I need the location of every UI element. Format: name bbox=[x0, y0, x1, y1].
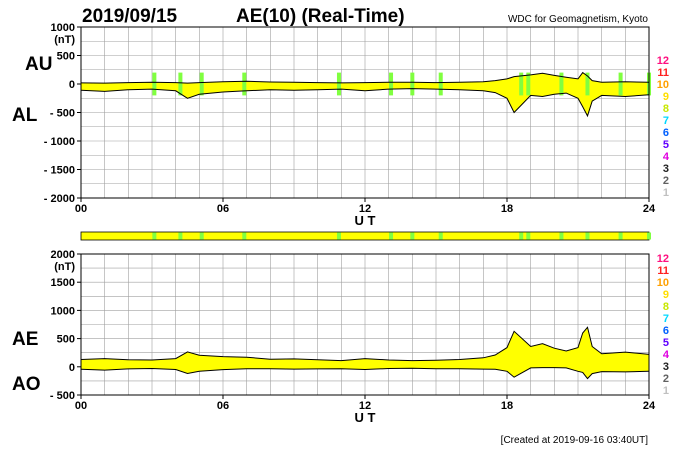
station-band-marker bbox=[526, 232, 531, 240]
created-timestamp: [Created at 2019-09-16 03:40UT] bbox=[501, 435, 649, 446]
station-legend-entry: 5 bbox=[663, 337, 669, 349]
series-line-au bbox=[80, 71, 650, 84]
station-band-marker bbox=[389, 232, 394, 240]
y-tick-label: - 500 bbox=[50, 108, 75, 120]
source-label: WDC for Geomagnetism, Kyoto bbox=[508, 14, 648, 25]
y-axis-unit: (nT) bbox=[54, 261, 75, 273]
y-tick-label: 2000 bbox=[51, 249, 75, 261]
station-change-marker bbox=[585, 72, 590, 96]
station-legend-entry: 8 bbox=[663, 301, 669, 313]
date-label: 2019/09/15 bbox=[82, 6, 178, 27]
x-tick-label: 18 bbox=[501, 203, 513, 215]
station-change-marker bbox=[199, 72, 204, 96]
station-band-marker bbox=[519, 232, 524, 240]
figure-title: AE(10) (Real-Time) bbox=[236, 6, 405, 27]
y-tick-label: 1000 bbox=[51, 22, 75, 34]
station-band-marker bbox=[559, 232, 564, 240]
station-legend-entry: 3 bbox=[663, 163, 669, 175]
station-band-marker bbox=[410, 232, 415, 240]
station-legend-entry: 12 bbox=[657, 55, 669, 67]
ao-label: AO bbox=[12, 374, 41, 395]
y-tick-label: - 2000 bbox=[44, 193, 75, 205]
station-legend-entry: 10 bbox=[657, 277, 669, 289]
envelope-fill bbox=[81, 72, 649, 116]
station-legend-entry: 11 bbox=[657, 265, 669, 277]
station-legend-entry: 1 bbox=[663, 187, 669, 199]
station-change-marker bbox=[559, 72, 564, 96]
station-change-marker bbox=[526, 72, 531, 96]
station-change-marker bbox=[519, 72, 524, 96]
station-change-marker bbox=[242, 72, 247, 96]
series-line-ao bbox=[80, 367, 650, 380]
station-change-marker bbox=[438, 72, 443, 96]
ae-label: AE bbox=[12, 329, 38, 350]
station-change-marker bbox=[152, 72, 157, 96]
station-change-marker bbox=[389, 72, 394, 96]
x-tick-label: 06 bbox=[217, 400, 229, 412]
station-legend-entry: 9 bbox=[663, 289, 669, 301]
station-legend-entry: 4 bbox=[663, 151, 670, 163]
x-axis-label: U T bbox=[355, 410, 376, 425]
x-tick-label: 00 bbox=[75, 203, 87, 215]
station-change-marker bbox=[336, 72, 341, 96]
station-legend-entry: 2 bbox=[663, 373, 669, 385]
station-legend-entry: 12 bbox=[657, 253, 669, 265]
station-band-marker bbox=[199, 232, 204, 240]
station-legend-entry: 9 bbox=[663, 91, 669, 103]
station-legend-entry: 6 bbox=[663, 325, 669, 337]
y-tick-label: - 1000 bbox=[44, 136, 75, 148]
station-band-marker bbox=[336, 232, 341, 240]
station-legend-entry: 10 bbox=[657, 79, 669, 91]
station-band-marker bbox=[242, 232, 247, 240]
x-tick-label: 12 bbox=[359, 400, 371, 412]
series-line-al bbox=[80, 88, 650, 118]
ae-ao-panel: 2000 1500 1000 500 0 - 500 (nT) 00 06 12 18 24 U T bbox=[50, 249, 656, 425]
station-legend-entry: 4 bbox=[663, 349, 670, 361]
x-tick-label: 24 bbox=[643, 203, 656, 215]
y-axis-unit: (nT) bbox=[54, 34, 75, 46]
station-band-bar bbox=[80, 231, 650, 241]
station-legend-entry: 1 bbox=[663, 385, 669, 397]
y-tick-label: 1000 bbox=[51, 305, 75, 317]
y-tick-label: - 1500 bbox=[44, 165, 75, 177]
station-legend-entry: 3 bbox=[663, 361, 669, 373]
station-band-marker bbox=[647, 232, 651, 240]
series-line-ae bbox=[80, 326, 650, 362]
station-legend-entry: 6 bbox=[663, 127, 669, 139]
station-band-marker bbox=[618, 232, 623, 240]
station-legend-entry: 8 bbox=[663, 103, 669, 115]
x-tick-label: 06 bbox=[217, 203, 229, 215]
station-legend-entry: 7 bbox=[663, 313, 669, 325]
y-tick-label: 500 bbox=[57, 334, 75, 346]
au-al-panel: 1000 500 0 - 500 - 1000 - 1500 - 2000 (nT) 00 06 1… bbox=[44, 22, 656, 228]
station-legend-entry: 11 bbox=[657, 67, 669, 79]
x-tick-label: 00 bbox=[75, 400, 87, 412]
y-tick-label: 1500 bbox=[51, 277, 75, 289]
station-band-marker bbox=[585, 232, 590, 240]
x-axis-label: U T bbox=[355, 213, 376, 228]
y-tick-label: - 500 bbox=[50, 390, 75, 402]
al-label: AL bbox=[12, 105, 38, 126]
x-tick-label: 18 bbox=[501, 400, 513, 412]
x-tick-label: 24 bbox=[643, 400, 656, 412]
station-count-band bbox=[80, 231, 651, 241]
y-tick-label: 0 bbox=[69, 362, 75, 374]
au-label: AU bbox=[25, 54, 52, 75]
x-tick-label: 12 bbox=[359, 203, 371, 215]
station-legend-entry: 5 bbox=[663, 139, 669, 151]
station-legend-entry: 2 bbox=[663, 175, 669, 187]
station-change-marker bbox=[178, 72, 183, 96]
station-legend-entry: 7 bbox=[663, 115, 669, 127]
y-tick-label: 0 bbox=[69, 79, 75, 91]
station-change-marker bbox=[410, 72, 415, 96]
station-band-marker bbox=[152, 232, 157, 240]
y-tick-label: 500 bbox=[57, 51, 75, 63]
station-band-marker bbox=[438, 232, 443, 240]
station-change-marker bbox=[618, 72, 623, 96]
station-band-marker bbox=[178, 232, 183, 240]
envelope-fill bbox=[81, 327, 649, 379]
